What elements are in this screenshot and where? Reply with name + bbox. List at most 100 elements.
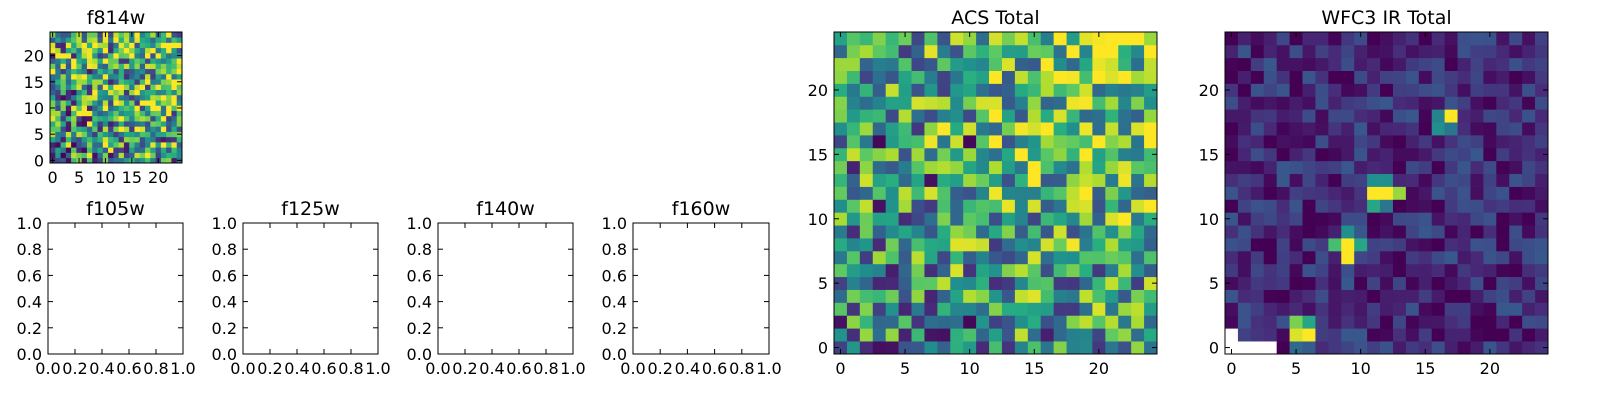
- y-tick-label: 10: [1199, 210, 1219, 229]
- heatmap-cell: [846, 44, 861, 59]
- heatmap-cell: [108, 115, 114, 122]
- y-tick-label: 0.8: [602, 240, 627, 259]
- heatmap-cell: [1535, 263, 1549, 278]
- heatmap-cell: [924, 225, 938, 239]
- heatmap-cell: [963, 135, 977, 149]
- heatmap-cell: [97, 89, 104, 96]
- panel-title: f160w: [672, 198, 731, 220]
- heatmap-cell: [1418, 44, 1433, 59]
- heatmap-cell: [92, 121, 98, 127]
- heatmap-cell: [1457, 238, 1471, 252]
- heatmap-cell: [102, 89, 109, 96]
- heatmap-cell: [1470, 160, 1484, 175]
- heatmap-cell: [150, 121, 156, 127]
- heatmap-cell: [1457, 302, 1471, 316]
- heatmap-cell: [1250, 199, 1265, 213]
- heatmap-cell: [1431, 276, 1445, 290]
- heatmap-cell: [924, 44, 938, 59]
- heatmap-cell: [1237, 238, 1252, 252]
- heatmap-cell: [76, 79, 83, 85]
- heatmap-cell: [1276, 238, 1290, 252]
- heatmap-cell: [1509, 122, 1523, 136]
- heatmap-cell: [1457, 212, 1471, 226]
- heatmap-cell: [1380, 199, 1394, 213]
- heatmap-cell: [1066, 315, 1080, 329]
- heatmap-cell: [989, 328, 1003, 342]
- heatmap-cell: [1483, 225, 1497, 239]
- heatmap-cell: [1418, 315, 1433, 329]
- heatmap-cell: [937, 250, 951, 265]
- heatmap-cell: [1092, 135, 1106, 149]
- x-tick-label: 0.0: [230, 359, 255, 378]
- heatmap-cell: [1105, 315, 1119, 329]
- heatmap-cell: [102, 63, 109, 70]
- heatmap-cell: [1483, 250, 1497, 265]
- heatmap-cell: [898, 173, 912, 187]
- heatmap-cell: [1367, 289, 1381, 303]
- heatmap-cell: [950, 250, 964, 265]
- heatmap-cell: [1341, 83, 1355, 97]
- heatmap-cell: [129, 115, 135, 122]
- heatmap-cell: [1496, 147, 1510, 162]
- heatmap-cell: [60, 58, 67, 64]
- heatmap-cell: [97, 84, 104, 90]
- heatmap-cell: [1354, 315, 1368, 329]
- heatmap-cell: [86, 142, 93, 148]
- heatmap-cell: [1522, 250, 1536, 265]
- heatmap-cell: [71, 79, 77, 85]
- heatmap-cell: [1105, 160, 1119, 175]
- heatmap-cell: [872, 83, 887, 97]
- heatmap-cell: [1509, 263, 1523, 278]
- x-tick-label: 0.6: [116, 359, 141, 378]
- heatmap-cell: [1289, 328, 1303, 342]
- heatmap-cell: [885, 199, 899, 213]
- heatmap-cell: [1341, 263, 1355, 278]
- heatmap-cell: [118, 32, 125, 38]
- heatmap-cell: [1250, 44, 1265, 59]
- heatmap-cell: [166, 152, 172, 159]
- heatmap-cell: [885, 32, 899, 46]
- heatmap-cell: [1431, 160, 1445, 175]
- heatmap-cell: [1066, 70, 1080, 84]
- heatmap-cell: [1341, 147, 1355, 162]
- heatmap-cell: [1276, 173, 1290, 187]
- heatmap-cell: [50, 126, 56, 132]
- heatmap-cell: [150, 68, 156, 75]
- heatmap-cell: [1354, 250, 1368, 265]
- heatmap-cell: [1509, 44, 1523, 59]
- heatmap-cell: [1001, 173, 1016, 187]
- heatmap-cell: [937, 328, 951, 342]
- heatmap-cell: [1276, 83, 1290, 97]
- heatmap-cell: [937, 147, 951, 162]
- heatmap-cell: [1263, 328, 1278, 342]
- heatmap-cell: [924, 289, 938, 303]
- heatmap-cell: [1079, 225, 1093, 239]
- heatmap-cell: [1225, 238, 1239, 252]
- heatmap-cell: [1079, 44, 1093, 59]
- heatmap-cell: [150, 32, 156, 38]
- heatmap-cell: [155, 89, 162, 96]
- heatmap-cell: [1392, 173, 1407, 187]
- heatmap-cell: [92, 131, 98, 138]
- heatmap-cell: [1367, 212, 1381, 226]
- heatmap-cell: [1092, 289, 1106, 303]
- heatmap-cell: [166, 105, 172, 111]
- heatmap-cell: [145, 58, 151, 64]
- heatmap-cell: [118, 42, 125, 49]
- heatmap-cell: [1496, 83, 1510, 97]
- heatmap-cell: [989, 160, 1003, 175]
- heatmap-cell: [160, 136, 167, 143]
- heatmap-cell: [834, 160, 848, 175]
- heatmap-cell: [885, 341, 899, 355]
- heatmap-cell: [1418, 147, 1433, 162]
- heatmap-cell: [1079, 57, 1093, 71]
- heatmap-cell: [911, 250, 925, 265]
- heatmap-cell: [1276, 186, 1290, 200]
- heatmap-cell: [171, 100, 178, 106]
- heatmap-cell: [950, 96, 964, 110]
- heatmap-cell: [1483, 147, 1497, 162]
- heatmap-cell: [150, 147, 156, 153]
- heatmap-cell: [937, 70, 951, 84]
- heatmap-cell: [1392, 122, 1407, 136]
- heatmap-cell: [108, 42, 114, 49]
